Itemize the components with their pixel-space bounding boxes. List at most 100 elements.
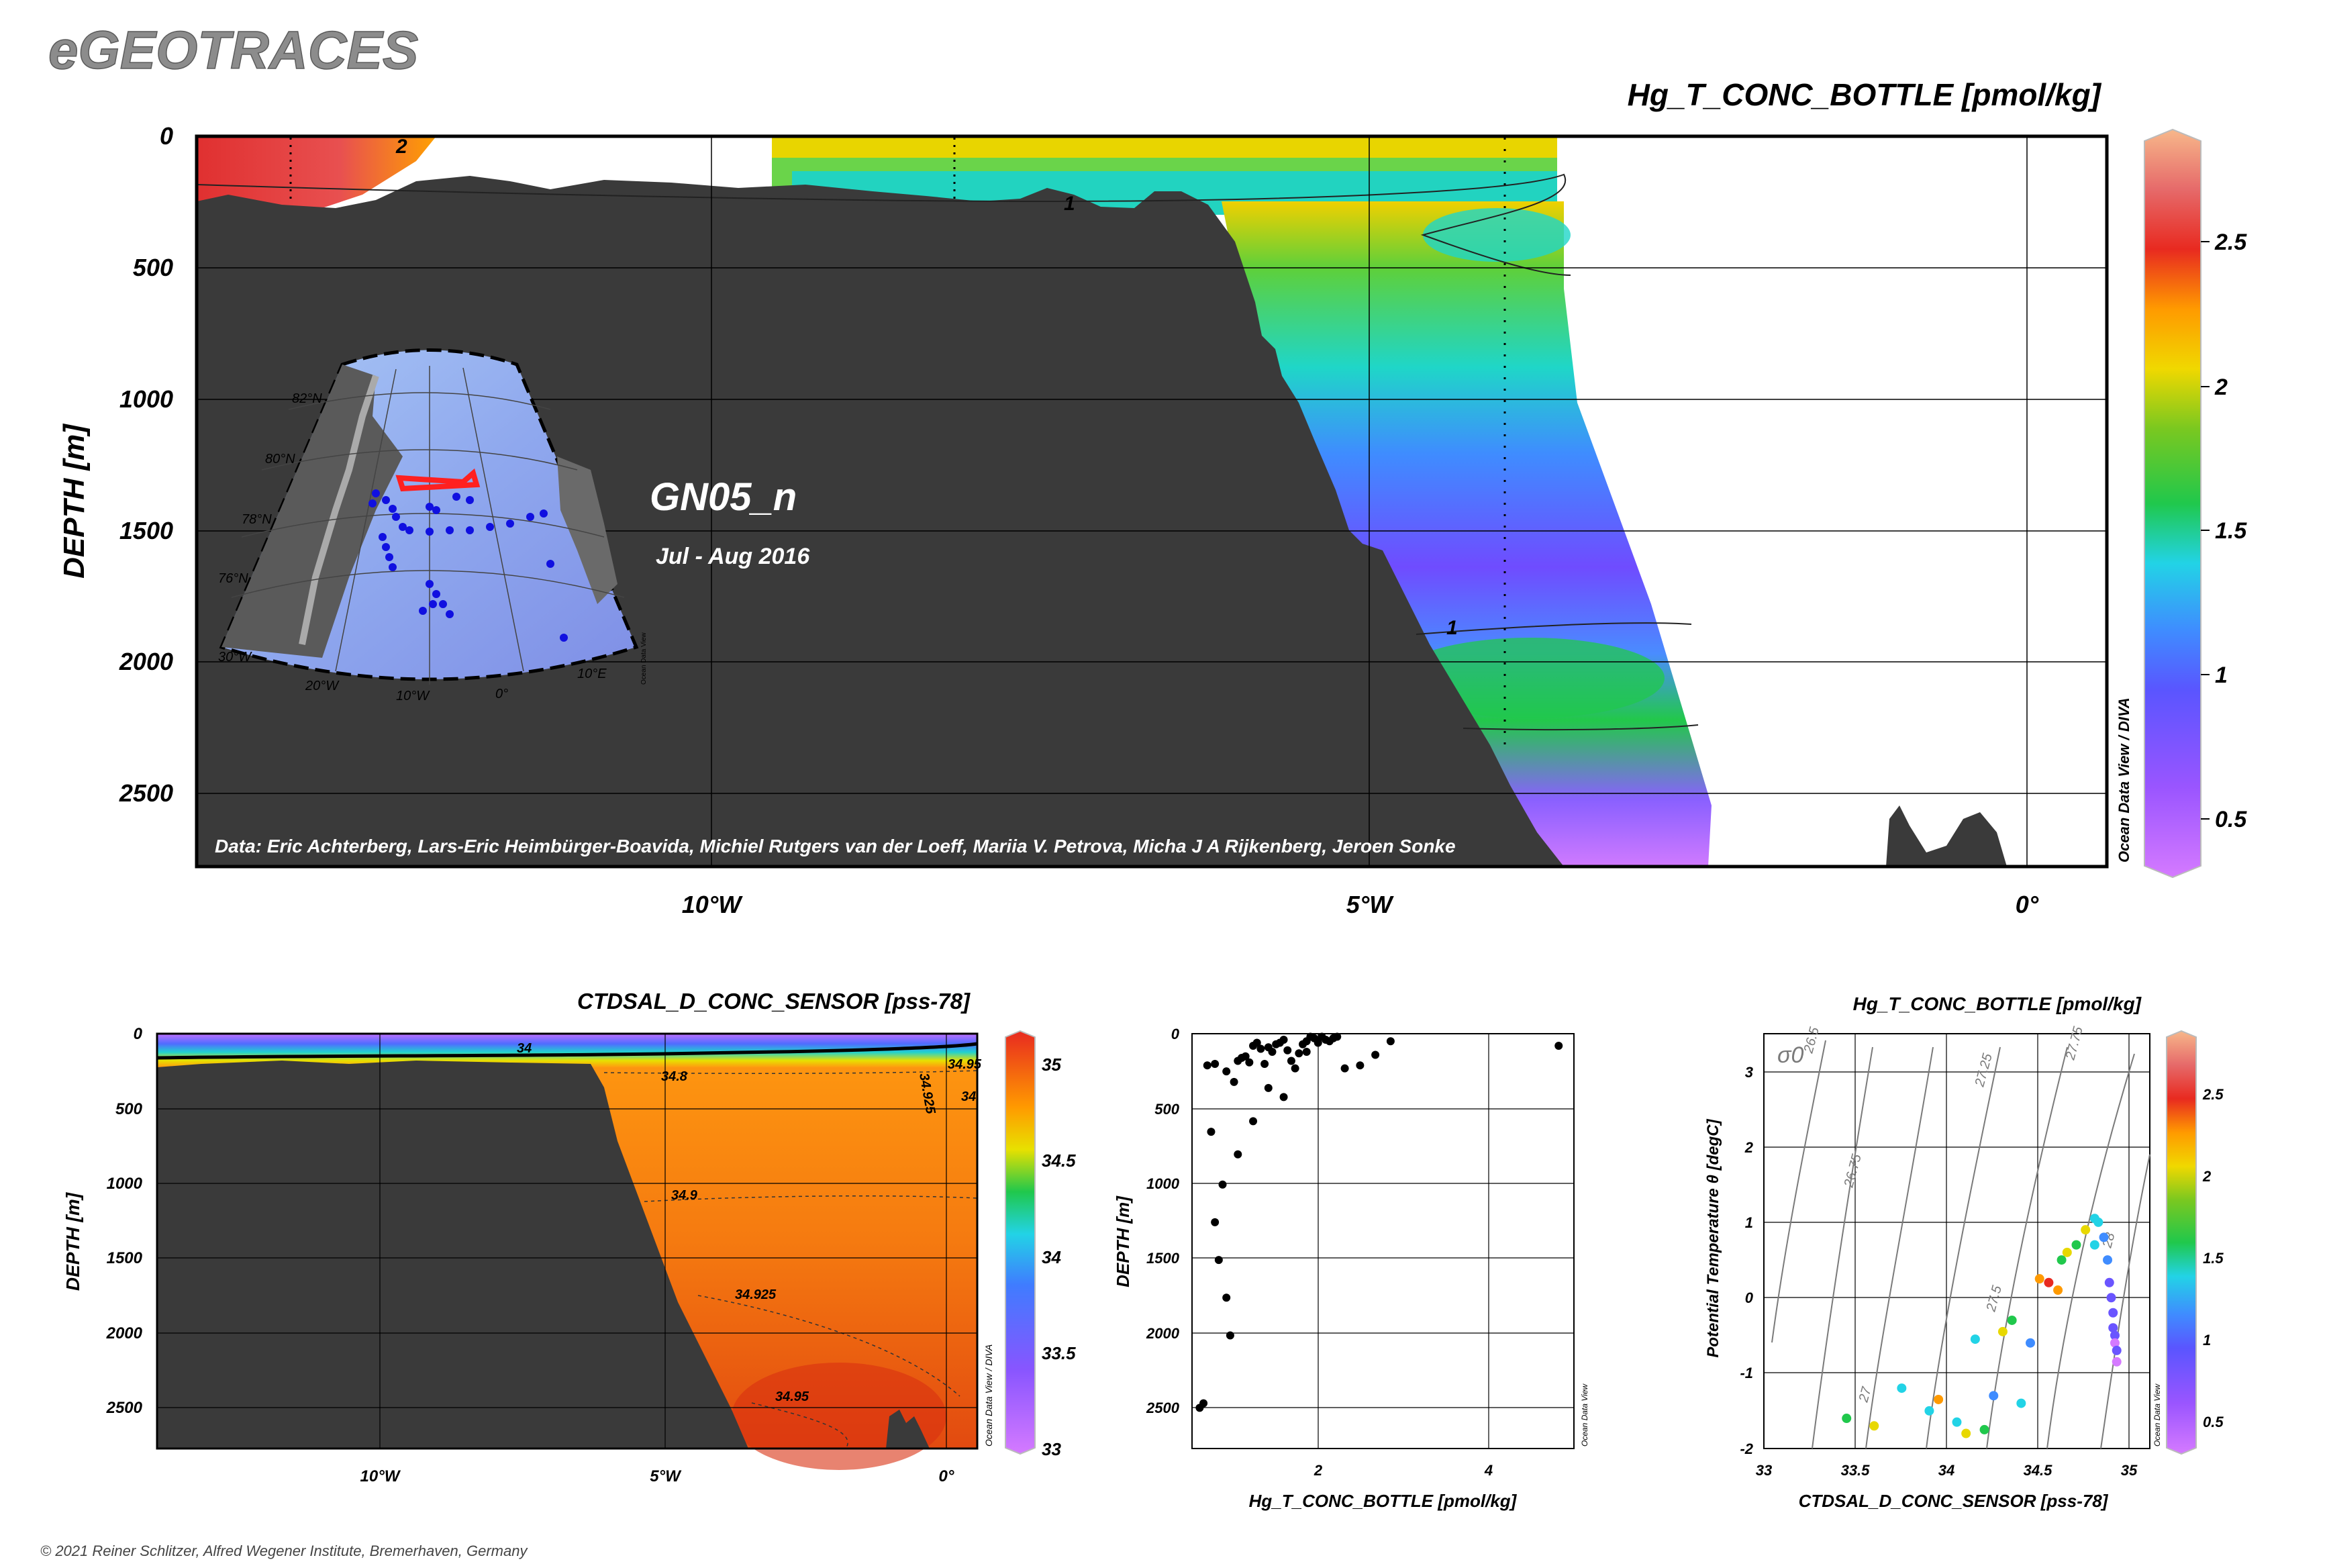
svg-text:34: 34 bbox=[1042, 1247, 1061, 1267]
sal-section-title: CTDSAL_D_CONC_SENSOR [pss-78] bbox=[577, 989, 971, 1014]
svg-text:2.5: 2.5 bbox=[2214, 230, 2247, 255]
svg-text:500: 500 bbox=[115, 1100, 143, 1118]
svg-text:0°: 0° bbox=[939, 1467, 954, 1485]
map-station bbox=[446, 526, 454, 534]
ts-point bbox=[2057, 1255, 2067, 1265]
ts-point bbox=[2007, 1315, 2017, 1325]
svg-text:2500: 2500 bbox=[1146, 1400, 1180, 1416]
svg-text:33: 33 bbox=[1042, 1439, 1061, 1459]
profile-y-ticks: 0 500 1000 1500 2000 2500 bbox=[1146, 1026, 1180, 1416]
profile-gridlines bbox=[1192, 1034, 1574, 1449]
map-station bbox=[560, 634, 568, 642]
profile-point bbox=[1226, 1331, 1234, 1340]
svg-text:500: 500 bbox=[1154, 1101, 1179, 1118]
ts-point bbox=[2089, 1240, 2099, 1250]
ts-point bbox=[1970, 1334, 1980, 1344]
map-station bbox=[452, 493, 460, 501]
sal-contour-labels: 34 34.8 34.9 34.925 34.95 34.925 34.95 3… bbox=[517, 1041, 982, 1404]
svg-text:1: 1 bbox=[1745, 1214, 1753, 1231]
svg-text:2000: 2000 bbox=[106, 1324, 143, 1342]
hg-contour-1-upper bbox=[196, 173, 1571, 276]
ts-title: Hg_T_CONC_BOTTLE [pmol/kg] bbox=[1853, 993, 2142, 1014]
map-station bbox=[429, 600, 437, 608]
sal-x-ticks: 10°W 5°W 0° bbox=[360, 1467, 954, 1485]
map-station bbox=[389, 505, 397, 513]
svg-text:-1: -1 bbox=[1740, 1365, 1753, 1381]
profile-point bbox=[1195, 1404, 1204, 1412]
svg-text:35: 35 bbox=[2121, 1462, 2138, 1479]
profile-point bbox=[1211, 1059, 1220, 1068]
svg-text:-2: -2 bbox=[1740, 1440, 1753, 1457]
copyright-note: © 2021 Reiner Schlitzer, Alfred Wegener … bbox=[40, 1542, 528, 1559]
map-station bbox=[466, 526, 474, 534]
svg-text:34.95: 34.95 bbox=[948, 1057, 982, 1072]
map-station bbox=[506, 520, 514, 528]
profile-point bbox=[1287, 1057, 1295, 1065]
ts-point bbox=[2104, 1277, 2114, 1287]
svg-text:Ocean Data View / DIVA: Ocean Data View / DIVA bbox=[983, 1344, 994, 1447]
ts-point bbox=[1869, 1421, 1879, 1431]
svg-text:4: 4 bbox=[1484, 1462, 1493, 1479]
profile-point bbox=[1214, 1256, 1223, 1265]
map-graticule bbox=[231, 366, 625, 685]
profile-point bbox=[1268, 1047, 1277, 1056]
svg-text:1500: 1500 bbox=[1146, 1250, 1180, 1267]
main-x-ticks: 10°W 5°W 0° bbox=[682, 891, 2039, 918]
profile-y-axis-label: DEPTH [m] bbox=[1113, 1195, 1133, 1287]
salinity-section-plot: CTDSAL_D_CONC_SENSOR [pss-78] 34 34.8 bbox=[62, 989, 1076, 1485]
main-y-ticks: 0 500 1000 1500 2000 2500 bbox=[119, 122, 173, 807]
ts-point bbox=[1989, 1391, 1999, 1401]
svg-text:Ocean Data View: Ocean Data View bbox=[2152, 1383, 2162, 1447]
profile-point bbox=[1241, 1052, 1250, 1061]
svg-text:10°W: 10°W bbox=[682, 891, 743, 918]
profile-point bbox=[1211, 1218, 1220, 1226]
svg-text:34.5: 34.5 bbox=[2024, 1462, 2053, 1479]
ts-point bbox=[1997, 1326, 2008, 1336]
ts-point bbox=[1934, 1394, 1944, 1404]
map-station bbox=[426, 580, 434, 588]
svg-text:3: 3 bbox=[1745, 1064, 1753, 1081]
profile-point bbox=[1222, 1067, 1231, 1076]
sal-y-axis-label: DEPTH [m] bbox=[62, 1191, 83, 1291]
brand-logo: eGEOTRACES bbox=[48, 20, 418, 80]
profile-point bbox=[1252, 1038, 1261, 1047]
main-section-frame bbox=[195, 134, 2109, 869]
svalbard-landmass bbox=[557, 456, 617, 604]
map-station bbox=[372, 489, 380, 497]
greenland-coast bbox=[299, 375, 379, 645]
svg-text:2: 2 bbox=[2202, 1168, 2212, 1185]
ts-point bbox=[2108, 1308, 2118, 1318]
isopycnals bbox=[1771, 1040, 2150, 1449]
map-station bbox=[486, 523, 494, 531]
profile-scatter-plot: 0 500 1000 1500 2000 2500 2 4 Hg_T_CONC_… bbox=[1113, 1026, 1589, 1511]
profile-x-axis-label: Hg_T_CONC_BOTTLE [pmol/kg] bbox=[1249, 1491, 1518, 1511]
hg-contour-label: 1 bbox=[1446, 617, 1458, 639]
map-station bbox=[432, 506, 440, 514]
map-station bbox=[379, 533, 387, 541]
map-station bbox=[546, 560, 554, 568]
map-station bbox=[368, 499, 377, 507]
profile-point bbox=[1386, 1037, 1395, 1046]
profile-point bbox=[1245, 1058, 1254, 1067]
profile-point bbox=[1279, 1093, 1288, 1101]
sal-colorbar bbox=[1005, 1030, 1036, 1455]
svg-text:0°: 0° bbox=[495, 687, 508, 701]
svg-text:10°W: 10°W bbox=[396, 689, 430, 703]
ts-point bbox=[1897, 1383, 1907, 1393]
svg-text:20°W: 20°W bbox=[305, 679, 340, 693]
profile-point bbox=[1356, 1061, 1365, 1070]
svg-text:1: 1 bbox=[2203, 1332, 2211, 1349]
svg-text:2: 2 bbox=[2214, 375, 2228, 400]
inset-map: 82°N 80°N 78°N 76°N 30°W 20°W 10°W 0° 10… bbox=[218, 348, 648, 703]
map-station bbox=[385, 553, 393, 561]
map-station bbox=[392, 513, 400, 521]
svg-text:34: 34 bbox=[961, 1089, 976, 1104]
map-station bbox=[419, 607, 427, 615]
svg-text:33: 33 bbox=[1756, 1462, 1772, 1479]
ts-point bbox=[2081, 1225, 2091, 1235]
profile-point bbox=[1203, 1061, 1211, 1070]
hg-contour-1-lower bbox=[1416, 622, 1692, 635]
svg-text:34.95: 34.95 bbox=[775, 1389, 809, 1404]
ts-point bbox=[2099, 1232, 2109, 1242]
